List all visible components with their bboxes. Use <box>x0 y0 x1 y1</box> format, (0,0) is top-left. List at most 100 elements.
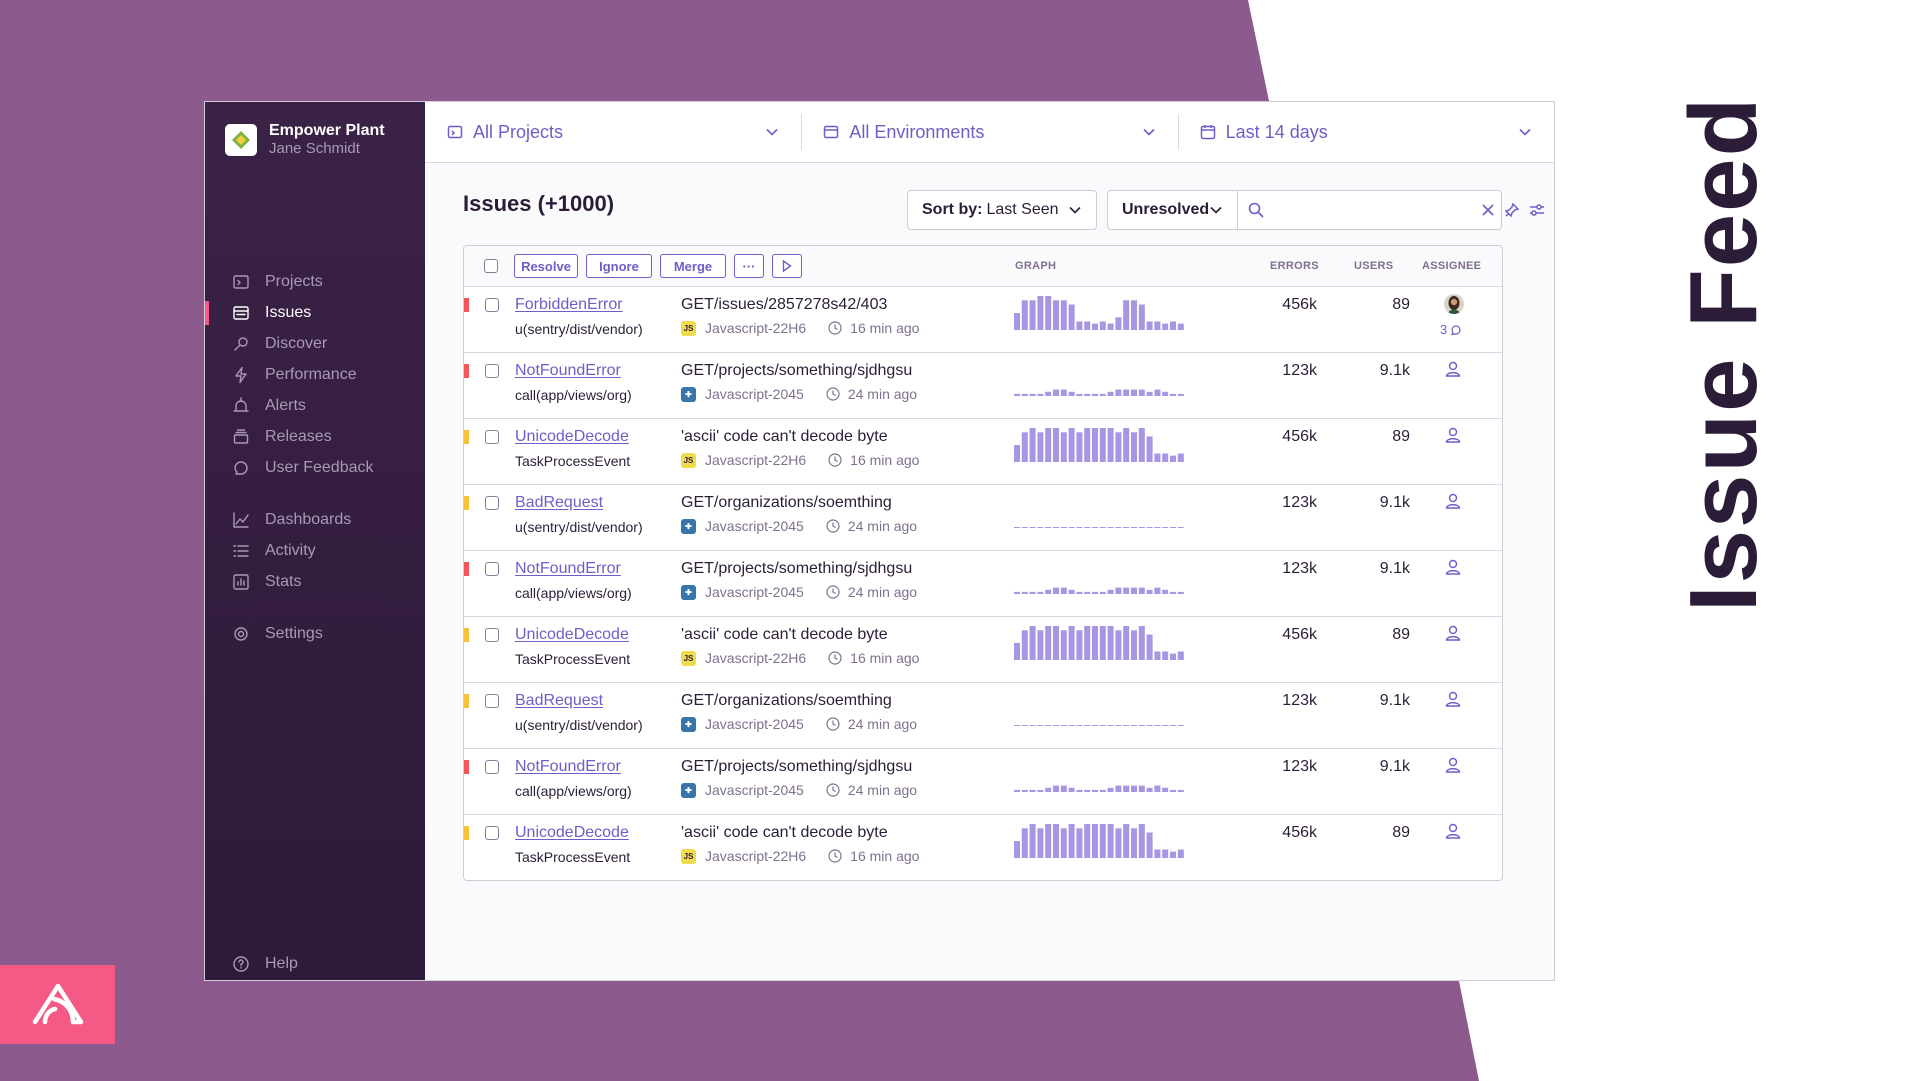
assign-user-button[interactable] <box>1444 360 1462 378</box>
graph-bar <box>1162 453 1169 462</box>
project-name: Javascript-2045 <box>705 584 804 600</box>
row-checkbox[interactable] <box>485 694 499 708</box>
assign-user-button[interactable] <box>1444 756 1462 774</box>
assign-user-button[interactable] <box>1444 492 1462 510</box>
error-count: 123k <box>1282 560 1317 577</box>
graph-bar <box>1021 527 1028 528</box>
graph-bar <box>1014 313 1020 330</box>
graph-bar <box>1045 626 1052 660</box>
row-checkbox[interactable] <box>485 760 499 774</box>
user-icon <box>1445 427 1461 443</box>
graph-bar <box>1154 321 1161 330</box>
row-checkbox[interactable] <box>485 298 499 312</box>
ignore-button[interactable]: Ignore <box>586 254 652 278</box>
environment-filter[interactable]: All Environments <box>801 102 1177 162</box>
sidebar-item-releases[interactable]: Releases <box>205 423 425 451</box>
more-actions-button[interactable]: ··· <box>734 254 764 278</box>
play-button[interactable] <box>772 254 802 278</box>
sidebar-item-discover[interactable]: Discover <box>205 330 425 358</box>
table-row[interactable]: ForbiddenError u(sentry/dist/vendor) GET/i… <box>464 286 1502 353</box>
graph-bar <box>1053 527 1059 528</box>
issue-title-link[interactable]: UnicodeDecode <box>515 626 629 643</box>
pin-icon[interactable] <box>1505 203 1520 217</box>
table-row[interactable]: NotFoundError call(app/views/org) GET/proj… <box>464 748 1502 815</box>
settings-icon <box>231 624 251 644</box>
sidebar-item-issues[interactable]: Issues <box>205 299 425 327</box>
table-row[interactable]: UnicodeDecode TaskProcessEvent 'ascii' cod… <box>464 814 1502 880</box>
graph-bar <box>1053 824 1059 858</box>
issue-title-link[interactable]: UnicodeDecode <box>515 824 629 841</box>
assign-user-button[interactable] <box>1444 426 1462 444</box>
issue-meta: ✚ Javascript-2045 24 min ago <box>681 518 917 534</box>
sidebar-item-user-feedback[interactable]: User Feedback <box>205 454 425 482</box>
graph-bar <box>1029 591 1036 594</box>
row-checkbox[interactable] <box>485 430 499 444</box>
issue-title-link[interactable]: NotFoundError <box>515 362 621 379</box>
date-filter-label: Last 14 days <box>1225 121 1328 142</box>
issue-title-link[interactable]: BadRequest <box>515 494 604 511</box>
sort-dropdown[interactable]: Sort by: Last Seen <box>907 190 1097 230</box>
graph-bar <box>1029 824 1036 858</box>
sidebar-item-performance[interactable]: Performance <box>205 361 425 389</box>
row-checkbox[interactable] <box>485 496 499 510</box>
status-dropdown[interactable]: Unresolved <box>1108 191 1239 229</box>
row-checkbox[interactable] <box>485 826 499 840</box>
table-row[interactable]: NotFoundError call(app/views/org) GET/proj… <box>464 550 1502 617</box>
row-checkbox[interactable] <box>485 364 499 378</box>
assign-user-button[interactable] <box>1444 822 1462 840</box>
user-count: 9.1k <box>1379 560 1410 577</box>
graph-bar <box>1076 630 1083 660</box>
alerts-icon <box>231 396 251 416</box>
assign-user-button[interactable] <box>1444 558 1462 576</box>
issue-title-link[interactable]: NotFoundError <box>515 560 621 577</box>
sidebar-item-stats[interactable]: Stats <box>205 568 425 596</box>
issue-title-link[interactable]: BadRequest <box>515 692 604 709</box>
user-count: 9.1k <box>1379 692 1410 709</box>
issue-culprit: call(app/views/org) <box>515 783 632 799</box>
issue-graph <box>1014 785 1184 792</box>
graph-bar <box>1131 389 1137 396</box>
table-row[interactable]: UnicodeDecode TaskProcessEvent 'ascii' cod… <box>464 616 1502 683</box>
sidebar-item-activity[interactable]: Activity <box>205 537 425 565</box>
row-checkbox[interactable] <box>485 628 499 642</box>
table-row[interactable]: NotFoundError call(app/views/org) GET/proj… <box>464 352 1502 419</box>
sliders-icon[interactable] <box>1529 203 1545 217</box>
row-checkbox[interactable] <box>485 562 499 576</box>
sidebar-item-alerts[interactable]: Alerts <box>205 392 425 420</box>
table-row[interactable]: BadRequest u(sentry/dist/vendor) GET/organ… <box>464 484 1502 551</box>
sidebar-item-settings[interactable]: Settings <box>205 620 425 648</box>
date-filter[interactable]: Last 14 days <box>1177 102 1554 162</box>
assign-user-button[interactable] <box>1444 624 1462 642</box>
resolve-button[interactable]: Resolve <box>514 254 578 278</box>
project-name: Javascript-22H6 <box>705 650 807 666</box>
issue-title-link[interactable]: NotFoundError <box>515 758 621 775</box>
graph-bar <box>1138 587 1145 594</box>
search-input[interactable] <box>1269 190 1477 230</box>
graph-bar <box>1053 785 1059 792</box>
close-icon[interactable] <box>1481 203 1495 217</box>
assignee-avatar[interactable] <box>1444 294 1464 314</box>
select-all-checkbox[interactable] <box>484 259 498 273</box>
assign-user-button[interactable] <box>1444 690 1462 708</box>
merge-button[interactable]: Merge <box>660 254 726 278</box>
sidebar-item-dashboards[interactable]: Dashboards <box>205 506 425 534</box>
projects-icon <box>231 272 251 292</box>
issue-meta: ✚ Javascript-2045 24 min ago <box>681 584 917 600</box>
sidebar-item-label: Projects <box>265 273 323 290</box>
play-icon <box>782 260 792 272</box>
comment-count[interactable]: 3 <box>1440 322 1462 337</box>
sidebar-item-label: Alerts <box>265 397 306 414</box>
graph-bar <box>1060 389 1067 396</box>
sidebar-item-help[interactable]: Help <box>205 950 425 978</box>
graph-bar <box>1076 789 1083 792</box>
graph-bar <box>1037 432 1044 462</box>
table-row[interactable]: BadRequest u(sentry/dist/vendor) GET/organ… <box>464 682 1502 749</box>
org-switcher[interactable]: Empower Plant Jane Schmidt <box>225 122 385 158</box>
graph-bar <box>1014 725 1020 726</box>
table-row[interactable]: UnicodeDecode TaskProcessEvent 'ascii' cod… <box>464 418 1502 485</box>
issue-title-link[interactable]: UnicodeDecode <box>515 428 629 445</box>
sidebar-item-projects[interactable]: Projects <box>205 268 425 296</box>
graph-bar <box>1076 321 1083 330</box>
issue-title-link[interactable]: ForbiddenError <box>515 296 623 313</box>
project-filter[interactable]: All Projects <box>425 102 801 162</box>
